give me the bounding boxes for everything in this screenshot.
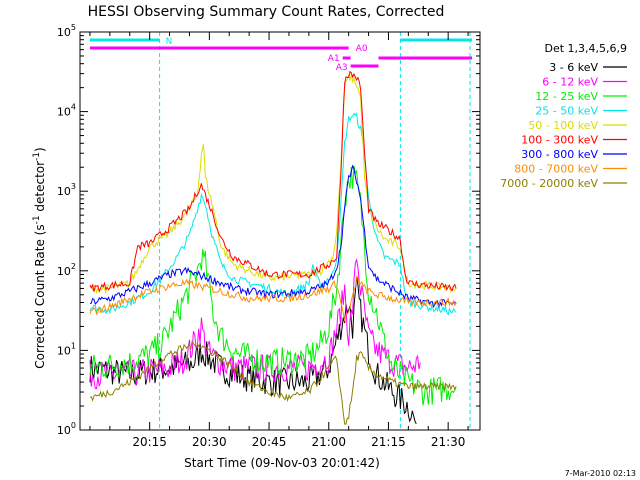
legend-entry-label: 800 - 7000 keV	[514, 163, 598, 176]
chart-title: HESSI Observing Summary Count Rates, Cor…	[88, 4, 445, 20]
series-line-5	[89, 70, 457, 293]
y-tick-label: 103	[57, 182, 76, 198]
legend-entry-label: 6 - 12 keV	[542, 76, 598, 89]
x-tick-label: 21:15	[371, 435, 406, 449]
series-line-8	[89, 340, 457, 425]
legend-entry-label: 12 - 25 keV	[535, 90, 598, 103]
x-axis-label: Start Time (09-Nov-03 20:01:42)	[184, 456, 380, 470]
plot-frame	[79, 31, 481, 431]
series-group	[89, 70, 457, 425]
legend-entry-label: 7000 - 20000 keV	[500, 177, 598, 190]
series-line-2	[89, 165, 457, 406]
y-tick-label: 100	[57, 421, 76, 437]
y-tick-label: 105	[57, 23, 76, 39]
legend-entry-label: 50 - 100 keV	[528, 119, 598, 132]
y-tick-label: 102	[57, 262, 76, 278]
y-tick-label: 101	[57, 341, 76, 357]
legend-title: Det 1,3,4,5,6,9	[544, 42, 627, 55]
x-tick-label: 20:15	[132, 435, 167, 449]
series-line-4	[89, 74, 457, 295]
y-axis-label: Corrected Count Rate (s-1 detector-1)	[32, 147, 47, 368]
x-tick-label: 20:45	[252, 435, 287, 449]
y-tick-label: 104	[57, 103, 76, 119]
flag-label-A1: A1	[328, 54, 340, 64]
series-line-3	[89, 112, 457, 316]
legend-entry-label: 300 - 800 keV	[521, 148, 598, 161]
x-tick-label: 21:30	[431, 435, 466, 449]
legend-entry-label: 25 - 50 keV	[535, 105, 598, 118]
flag-label-A0: A0	[356, 44, 368, 54]
legend-entry-label: 100 - 300 keV	[521, 134, 598, 147]
x-tick-label: 20:30	[192, 435, 227, 449]
series-line-7	[89, 275, 457, 322]
flag-label-N: N	[166, 37, 173, 47]
footer-date: 7-Mar-2010 02:13	[565, 469, 636, 478]
series-line-0	[89, 276, 417, 424]
legend-entry-label: 3 - 6 keV	[549, 61, 598, 74]
x-tick-label: 21:00	[311, 435, 346, 449]
flag-label-A3: A3	[336, 63, 348, 73]
series-line-6	[89, 164, 457, 309]
